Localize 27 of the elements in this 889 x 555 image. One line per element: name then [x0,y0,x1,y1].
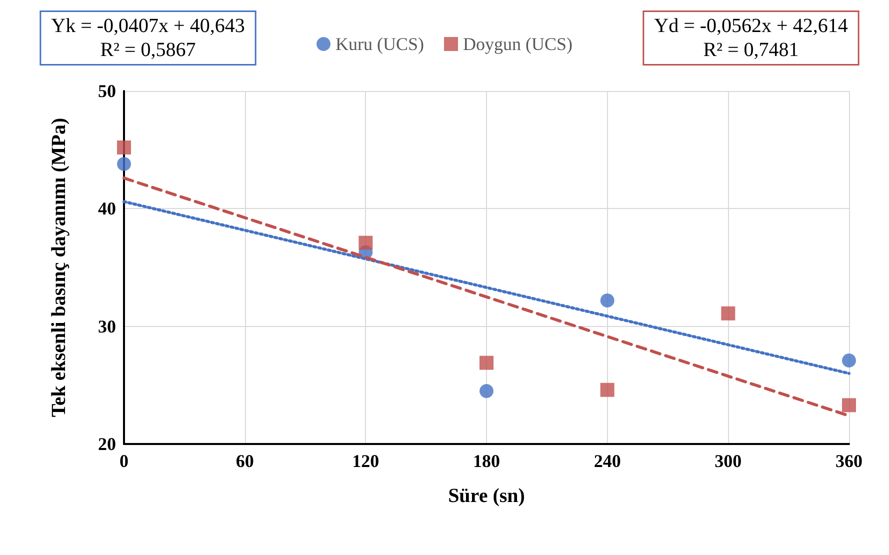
point [117,156,131,171]
x-axis-title: Süre (sn) [448,485,525,507]
x-tick-label: 180 [473,451,500,471]
text: Yd = -0,0562x + 42,614 R² = 0,7481 [654,15,848,61]
x-tick-label: 240 [594,451,621,471]
point [480,356,494,370]
point [600,382,614,397]
x-tick-label: 0 [120,451,128,471]
x-tick-label: 120 [352,451,380,471]
point [358,236,373,250]
point [842,398,856,412]
legend-label: Doygun (UCS) [462,34,573,54]
y-tick-label: 40 [98,198,116,219]
x-tick-label: 300 [714,451,742,471]
y-axis-title: Tek eksenli basınç dayanımı (MPa) [48,118,70,418]
y-tick-label: 50 [98,81,116,101]
y-tick-label: 20 [98,434,116,454]
y-tick-label: 30 [98,316,116,336]
x-tick-label: 360 [836,451,862,471]
point [842,353,856,368]
point [480,384,494,398]
text: Yk = -0,0407x + 40,643 R² = 0,5867 [51,15,245,61]
point [721,306,736,320]
point [117,140,131,154]
legend-label: Kuru (UCS) [336,34,424,54]
x-tick-label: 60 [236,451,254,471]
point [600,293,614,308]
